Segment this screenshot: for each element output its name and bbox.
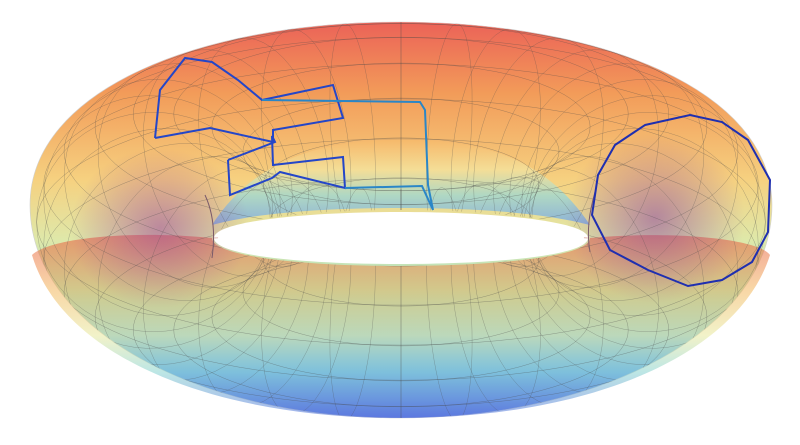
left-pinch-edge (204, 194, 215, 259)
mesh-ring-line (43, 63, 759, 306)
mesh-ring-line (43, 138, 759, 381)
mesh-meridian-line (528, 95, 759, 316)
mesh-ring-line (173, 253, 629, 408)
meridian-loop-right (590, 113, 772, 288)
mesh-ring-line (242, 97, 560, 206)
mesh-meridian-line (521, 79, 738, 301)
mesh-meridian-line (64, 79, 281, 301)
mesh-ring-line (94, 23, 708, 231)
upper-loop-curve (154, 56, 345, 144)
torus-hole (218, 213, 584, 262)
mesh-meridian-line (97, 63, 293, 288)
mesh-ring-line (211, 62, 591, 192)
connector-path-curve (261, 99, 434, 211)
mesh-ring-line (173, 36, 629, 191)
mesh-ring-line (36, 98, 766, 346)
lower-loop-curve (227, 135, 347, 197)
mesh-meridian-line (43, 95, 274, 316)
mesh-ring-line (132, 23, 670, 205)
mesh-meridian-line (509, 63, 705, 288)
mesh-ring-line (63, 178, 739, 407)
mesh-meridian-line (493, 49, 659, 277)
mesh-meridian-line (143, 49, 309, 277)
